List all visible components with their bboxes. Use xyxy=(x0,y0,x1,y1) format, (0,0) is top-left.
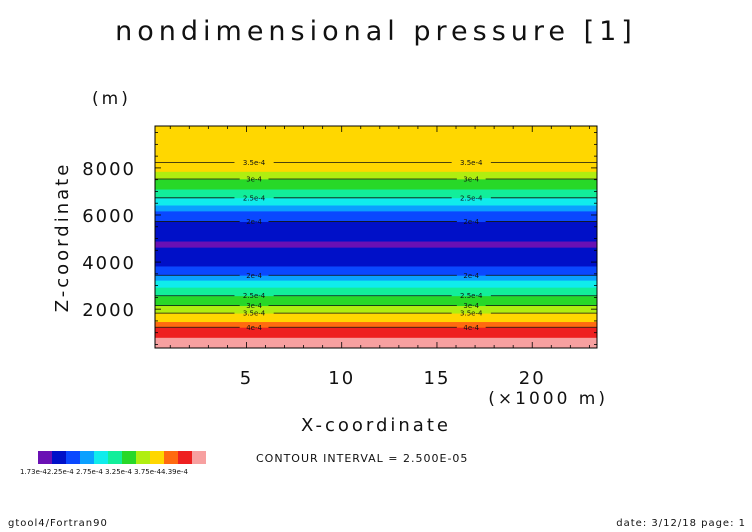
colorbar-swatch-1 xyxy=(52,451,66,464)
colorbar-swatch-5 xyxy=(108,451,122,464)
color-band-10 xyxy=(155,247,597,267)
contour-label: 2.5e-4 xyxy=(460,194,483,202)
color-band-15 xyxy=(155,197,597,206)
y-tick-label: 8000 xyxy=(82,159,136,180)
contour-lines: 4e-4 4e-43.5e-4 3.5e-43e-4 3e-42.5e-4 2.5e-4… xyxy=(155,159,597,332)
contour-label: 2e-4 xyxy=(246,272,262,280)
color-band-12 xyxy=(155,221,597,242)
colorbar xyxy=(38,451,206,464)
contour-label: 3e-4 xyxy=(246,175,262,183)
y-axis-label: Z-coordinate xyxy=(52,162,73,313)
contour-label: 4e-4 xyxy=(246,324,262,332)
colorbar-swatch-4 xyxy=(94,451,108,464)
contour-label: 3.5e-4 xyxy=(460,310,483,318)
color-band-8 xyxy=(155,275,597,281)
colorbar-swatch-6 xyxy=(122,451,136,464)
axis-ticks xyxy=(155,126,597,348)
colorbar-swatch-8 xyxy=(150,451,164,464)
x-tick-labels: 5 10 15 20 xyxy=(240,368,546,389)
footer-date: date: 3/12/18 page: 1 xyxy=(616,518,746,529)
contour-label: 2.5e-4 xyxy=(243,194,266,202)
x-axis-unit: (×1000 m) xyxy=(488,389,608,409)
color-band-17 xyxy=(155,178,597,190)
y-tick-labels: 2000 4000 6000 8000 xyxy=(82,159,136,321)
color-band-6 xyxy=(155,287,597,297)
y-tick-label: 2000 xyxy=(82,300,136,321)
color-band-1 xyxy=(155,327,597,338)
y-tick-label: 4000 xyxy=(82,253,136,274)
colorbar-swatch-11 xyxy=(192,451,206,464)
contour-label: 3.5e-4 xyxy=(460,159,483,167)
color-band-16 xyxy=(155,189,597,199)
contour-label: 2e-4 xyxy=(463,272,479,280)
x-tick-label: 10 xyxy=(328,368,355,389)
contour-label: 2.5e-4 xyxy=(243,292,266,300)
contour-interval: CONTOUR INTERVAL = 2.500E-05 xyxy=(256,452,468,465)
color-band-2 xyxy=(155,321,597,328)
contour-label: 2e-4 xyxy=(246,218,262,226)
color-band-7 xyxy=(155,280,597,288)
colorbar-swatch-2 xyxy=(66,451,80,464)
color-band-9 xyxy=(155,266,597,276)
contour-label: 3.5e-4 xyxy=(243,159,266,167)
plot-area: 4e-4 4e-43.5e-4 3.5e-43e-4 3e-42.5e-4 2.5e-4… xyxy=(154,125,598,349)
color-band-0 xyxy=(155,337,597,349)
contour-label: 2.5e-4 xyxy=(460,292,483,300)
contour-label: 3e-4 xyxy=(463,302,479,310)
plot-frame xyxy=(154,125,598,349)
color-band-4 xyxy=(155,305,597,314)
color-band-11 xyxy=(155,241,597,248)
colorbar-swatch-9 xyxy=(164,451,178,464)
color-band-18 xyxy=(155,171,597,180)
color-band-19 xyxy=(155,162,597,172)
colorbar-swatch-0 xyxy=(38,451,52,464)
chart-title: nondimensional pressure [1] xyxy=(115,16,637,47)
y-tick-label: 6000 xyxy=(82,206,136,227)
colorbar-swatch-3 xyxy=(80,451,94,464)
color-band-20 xyxy=(155,126,597,163)
x-tick-label: 20 xyxy=(519,368,546,389)
contour-label: 2e-4 xyxy=(463,218,479,226)
footer-program: gtool4/Fortran90 xyxy=(8,518,108,529)
color-band-13 xyxy=(155,210,597,222)
color-bands xyxy=(155,126,597,349)
contour-label: 3e-4 xyxy=(463,175,479,183)
contour-label: 3.5e-4 xyxy=(243,310,266,318)
x-axis-label: X-coordinate xyxy=(301,415,451,436)
y-axis-unit: (m) xyxy=(92,89,131,109)
colorbar-swatch-7 xyxy=(136,451,150,464)
colorbar-swatch-10 xyxy=(178,451,192,464)
x-tick-label: 5 xyxy=(240,368,253,389)
contour-label: 3e-4 xyxy=(246,302,262,310)
color-band-5 xyxy=(155,295,597,307)
color-band-3 xyxy=(155,313,597,323)
x-tick-label: 15 xyxy=(424,368,451,389)
color-band-14 xyxy=(155,205,597,212)
colorbar-labels: 1.73e-42.25e-4 2.75e-4 3.25e-4 3.75e-44.… xyxy=(20,468,188,476)
contour-label: 4e-4 xyxy=(463,324,479,332)
